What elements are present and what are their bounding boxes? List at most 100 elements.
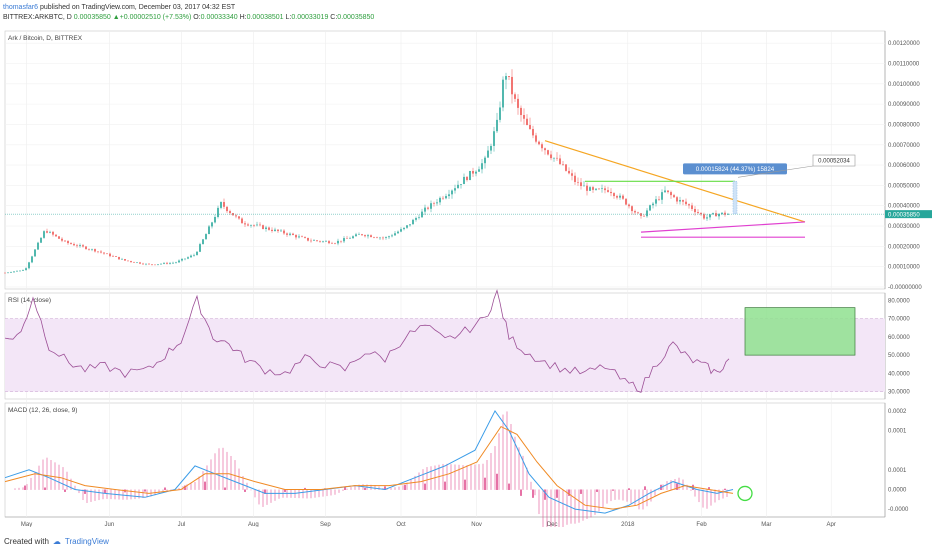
x-tick-label: Aug — [248, 522, 259, 527]
author-link[interactable]: thomasfar6 — [3, 4, 39, 11]
macd-histogram-bar — [34, 471, 36, 490]
candle-down — [508, 76, 510, 77]
candle-up — [184, 258, 186, 260]
macd-highlight-circle — [737, 485, 753, 502]
macd-histogram-bar — [422, 469, 424, 490]
macd-histogram-bar — [578, 489, 580, 523]
candle-down — [223, 202, 225, 207]
candle-down — [613, 193, 615, 197]
candle-down — [670, 192, 672, 196]
macd-histogram-bar — [426, 467, 428, 490]
candle-up — [424, 207, 426, 212]
tradingview-brand[interactable]: TradingView — [64, 536, 109, 546]
candle-down — [301, 236, 303, 238]
candle-down — [604, 188, 606, 191]
macd-histogram-bar — [606, 489, 608, 504]
macd-histogram-bar — [590, 489, 592, 518]
candle-up — [439, 197, 441, 203]
macd-histogram-bar — [562, 489, 564, 528]
last-price-tag — [885, 210, 932, 219]
candle-up — [706, 217, 708, 219]
rsi-y-tick-label: 40.0000 — [888, 371, 910, 377]
candle-up — [325, 241, 327, 242]
candle-down — [541, 144, 543, 149]
callout-box — [812, 154, 856, 167]
candle-down — [166, 262, 168, 264]
macd-histogram-bar — [364, 487, 366, 490]
candle-up — [175, 262, 177, 263]
macd-histogram-bar — [390, 487, 392, 490]
candle-up — [298, 236, 300, 238]
chart-area[interactable]: May Jun Jul Aug Sep Oct Nov Dec 2018 Feb Mar Apr 0.0… — [0, 27, 932, 548]
candle-down — [427, 207, 429, 209]
price-y-tick-label: 0.00030000 — [888, 224, 920, 230]
candle-up — [37, 242, 39, 250]
candle-down — [331, 243, 333, 244]
macd-histogram-bar — [556, 489, 558, 498]
candle-down — [562, 164, 564, 165]
macd-histogram-bar — [474, 464, 476, 490]
macd-histogram-bar — [330, 489, 332, 496]
callout-pointer — [737, 165, 814, 178]
chart-header: thomasfar6 published on TradingView.com,… — [0, 0, 932, 26]
candle-up — [436, 202, 438, 204]
candle-up — [289, 233, 291, 235]
macd-histogram-bar — [574, 489, 576, 524]
created-with-text: Created with — [4, 536, 49, 546]
candle-up — [193, 254, 195, 256]
candle-down — [109, 253, 111, 257]
price-y-tick-label: 0.00070000 — [888, 143, 920, 149]
candle-down — [616, 196, 618, 198]
macd-histogram-bar — [510, 424, 512, 490]
candle-down — [142, 263, 144, 265]
candle-down — [433, 203, 435, 204]
candle-down — [259, 224, 261, 226]
macd-histogram-bar — [602, 489, 604, 508]
candle-down — [52, 231, 54, 235]
x-tick-label: Jun — [105, 522, 115, 527]
candle-down — [4, 272, 6, 274]
candle-down — [85, 246, 87, 250]
candle-down — [118, 256, 120, 260]
close-value: 0.00035850 — [337, 14, 375, 21]
macd-y-tick-label: 0.0002 — [888, 409, 907, 415]
chart-svg[interactable]: May Jun Jul Aug Sep Oct Nov Dec 2018 Feb Mar Apr 0.0… — [0, 27, 932, 548]
tradingview-logo-icon: ☁ — [52, 536, 61, 546]
candle-up — [487, 150, 489, 158]
macd-histogram-bar — [642, 489, 644, 510]
macd-histogram-bar — [102, 489, 104, 500]
candle-up — [25, 268, 27, 270]
macd-histogram-bar — [414, 475, 416, 490]
candle-up — [367, 235, 369, 237]
candle-up — [595, 188, 597, 190]
rsi-y-tick-label: 30.0000 — [888, 390, 910, 396]
candle-down — [559, 158, 561, 165]
macd-histogram-bar — [628, 488, 630, 490]
macd-histogram-bar — [254, 489, 256, 498]
candle-down — [724, 212, 726, 215]
candle-down — [67, 241, 69, 244]
macd-histogram-bar — [86, 489, 88, 503]
macd-histogram-bar — [686, 484, 688, 490]
candle-down — [520, 107, 522, 116]
macd-histogram-bar — [194, 481, 196, 490]
macd-histogram-bar — [234, 460, 236, 490]
price-y-tick-label: 0.00110000 — [888, 62, 920, 68]
candle-down — [556, 157, 558, 159]
x-tick-label: May — [21, 522, 32, 527]
macd-histogram-bar — [284, 489, 286, 492]
macd-histogram-bar — [374, 485, 376, 490]
candle-down — [547, 150, 549, 155]
candle-up — [10, 272, 12, 273]
macd-histogram-bar — [634, 489, 636, 506]
pane-frame-2 — [4, 402, 886, 518]
candle-down — [370, 235, 372, 238]
macd-histogram-bar — [310, 489, 312, 499]
x-tick-label: Jul — [178, 522, 186, 527]
candle-up — [391, 235, 393, 237]
macd-histogram-bar — [342, 489, 344, 491]
candle-up — [400, 229, 402, 232]
candle-down — [88, 249, 90, 250]
candle-down — [538, 141, 540, 145]
macd-histogram-bar — [454, 464, 456, 490]
